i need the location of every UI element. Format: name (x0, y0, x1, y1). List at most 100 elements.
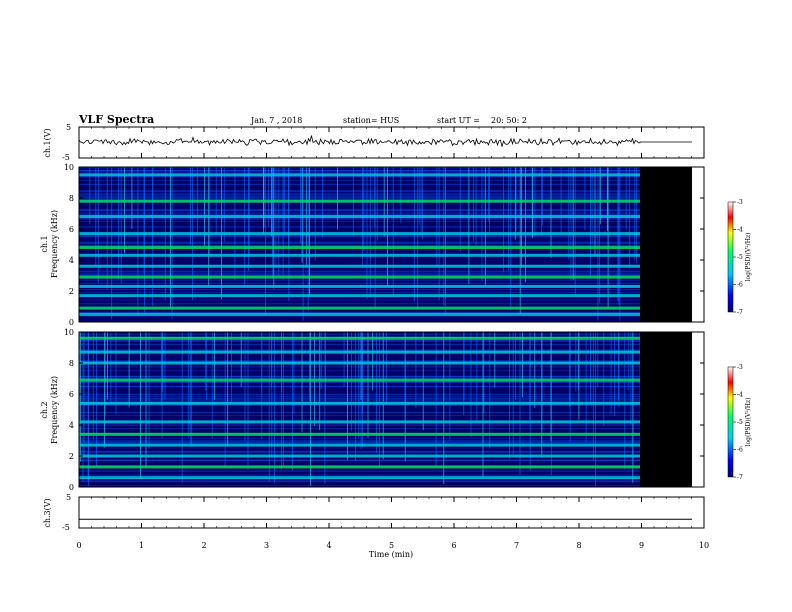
spectrogram-speckle-row (79, 236, 642, 238)
spectrogram-speckle-row (79, 274, 642, 276)
ch2-channel-label: ch.2 (40, 401, 49, 418)
spectrogram-speckle-row (79, 271, 642, 273)
spectrogram-speckle-row (79, 349, 642, 351)
spectrogram-speckle-row (79, 299, 642, 301)
spectrogram-speckle-row (79, 396, 642, 397)
figure-title: VLF Spectra (78, 113, 154, 126)
spectrogram-speckle-row (79, 451, 642, 453)
spectrogram-speckle-row (79, 279, 642, 281)
spectrogram-speckle-row (79, 424, 642, 426)
spectrogram-speckle-row (79, 393, 642, 395)
spectrogram-speckle-row (79, 343, 642, 345)
ch3-ytick-top: 5 (66, 493, 71, 502)
spectrogram-speckle-row (79, 235, 642, 237)
ch1-colorbar-gradient (727, 201, 734, 313)
ch2-colorbar-ticks: -3 -4 -5 -6 -7 (733, 364, 743, 481)
time-tick-label: 1 (139, 541, 144, 550)
spectrogram-band (79, 454, 642, 458)
freq-tick-label: 0 (69, 483, 74, 492)
time-tick-label: 7 (514, 541, 519, 550)
spectrogram-speckle-row (79, 333, 642, 335)
freq-tick-label: 2 (69, 452, 74, 461)
spectrogram-speckle-row (79, 195, 642, 197)
ch1-ytick-bottom: -5 (62, 153, 70, 162)
spectrogram-band (79, 465, 642, 469)
ch1-spectrogram-frame (78, 166, 705, 323)
time-axis-label: Time (min) (369, 550, 413, 559)
spectrogram-band (79, 173, 642, 177)
spectrogram-speckle-row (79, 397, 642, 399)
ch2-freq-ylabel: Frequency (kHz) (50, 376, 59, 444)
spectrogram-speckle-row (79, 289, 642, 291)
time-tick-label: 3 (264, 541, 269, 550)
spectrogram-speckle-row (79, 176, 642, 177)
ch2-yticks: 0 2 4 6 8 10 (64, 328, 704, 492)
ch1-waveform-panel: 5 -5 ch.1(V) (43, 123, 705, 162)
spectrogram-speckle-row (79, 370, 642, 372)
spectrogram-speckle-row (79, 270, 642, 272)
spectrogram-speckle-row (79, 212, 642, 214)
spectrogram-speckle-row (79, 450, 642, 452)
spectrogram-speckle-row (79, 209, 642, 210)
spectrogram-speckle-row (79, 220, 642, 222)
colorbar-tick-label: -6 (737, 282, 743, 289)
spectrogram-band (79, 232, 642, 236)
colorbar-tick-label: -3 (737, 364, 743, 371)
ch1-waveform-trace (78, 135, 692, 147)
date-label: Jan. 7 , 2018 (250, 116, 302, 125)
spectrogram-speckle-row (79, 196, 642, 198)
spectrogram-band (79, 476, 642, 480)
spectrogram-speckle-row (79, 282, 642, 284)
spectrogram-speckle-row (79, 213, 642, 215)
spectrogram-speckle-row (79, 382, 642, 383)
freq-tick-label: 2 (69, 287, 74, 296)
freq-tick-label: 4 (69, 256, 74, 265)
spectrogram-band (79, 199, 642, 203)
ch1-freq-ylabel: Frequency (kHz) (50, 210, 59, 278)
freq-tick-label: 6 (69, 225, 74, 234)
spectrogram-speckle-row (79, 311, 642, 313)
ch1-no-data-block (640, 167, 692, 322)
start-ut-value: 20: 50: 2 (491, 116, 527, 125)
spectrogram-speckle-row (79, 194, 642, 196)
spectrogram-speckle-row (79, 480, 642, 482)
ch1-colorbar: -3 -4 -5 -6 -7 log(PSD)(V²/Hz) (727, 199, 752, 316)
colorbar-tick-label: -4 (737, 392, 743, 399)
spectrogram-speckle-row (79, 218, 642, 220)
spectrogram-speckle-row (79, 415, 642, 416)
freq-tick-label: 6 (69, 390, 74, 399)
spectrogram-speckle-row (79, 428, 642, 429)
colorbar-tick-label: -3 (737, 199, 743, 206)
time-tick-label: 5 (389, 541, 394, 550)
colorbar-tick-label: -5 (737, 254, 743, 261)
spectrogram-band (79, 361, 642, 365)
ch1-ylabel: ch.1(V) (43, 128, 52, 157)
ch2-colorbar-gradient (727, 366, 734, 478)
spectrogram-speckle-row (79, 198, 642, 200)
spectrogram-speckle-row (79, 241, 642, 243)
spectrogram-speckle-row (79, 437, 642, 439)
time-axis: 0 1 2 3 4 5 6 7 8 9 10 (76, 127, 709, 550)
spectrogram-speckle-row (79, 440, 642, 442)
spectrogram-speckle-row (79, 170, 642, 172)
spectrogram-speckle-row (79, 167, 642, 169)
spectrogram-speckle-row (79, 190, 642, 191)
time-tick-label: 8 (576, 541, 581, 550)
ch1-yticks: 0 2 4 6 8 10 (64, 163, 704, 327)
time-tick-label: 4 (326, 541, 331, 550)
spectrogram-band (79, 275, 642, 279)
station-label: station= HUS (343, 116, 399, 125)
spectrogram-speckle-row (79, 193, 642, 195)
ch1-ytick-top: 5 (66, 123, 71, 132)
spectrogram-band (79, 350, 642, 354)
colorbar-tick-label: -4 (737, 227, 743, 234)
freq-tick-label: 10 (64, 163, 74, 172)
colorbar-tick-label: -7 (737, 309, 743, 316)
ch1-channel-label: ch.1 (40, 235, 49, 252)
spectrogram-speckle-row (79, 411, 642, 413)
time-tick-label: 0 (76, 541, 81, 550)
ch1-colorbar-ticks: -3 -4 -5 -6 -7 (733, 199, 743, 316)
freq-tick-label: 4 (69, 421, 74, 430)
spectrogram-speckle-row (79, 386, 642, 387)
